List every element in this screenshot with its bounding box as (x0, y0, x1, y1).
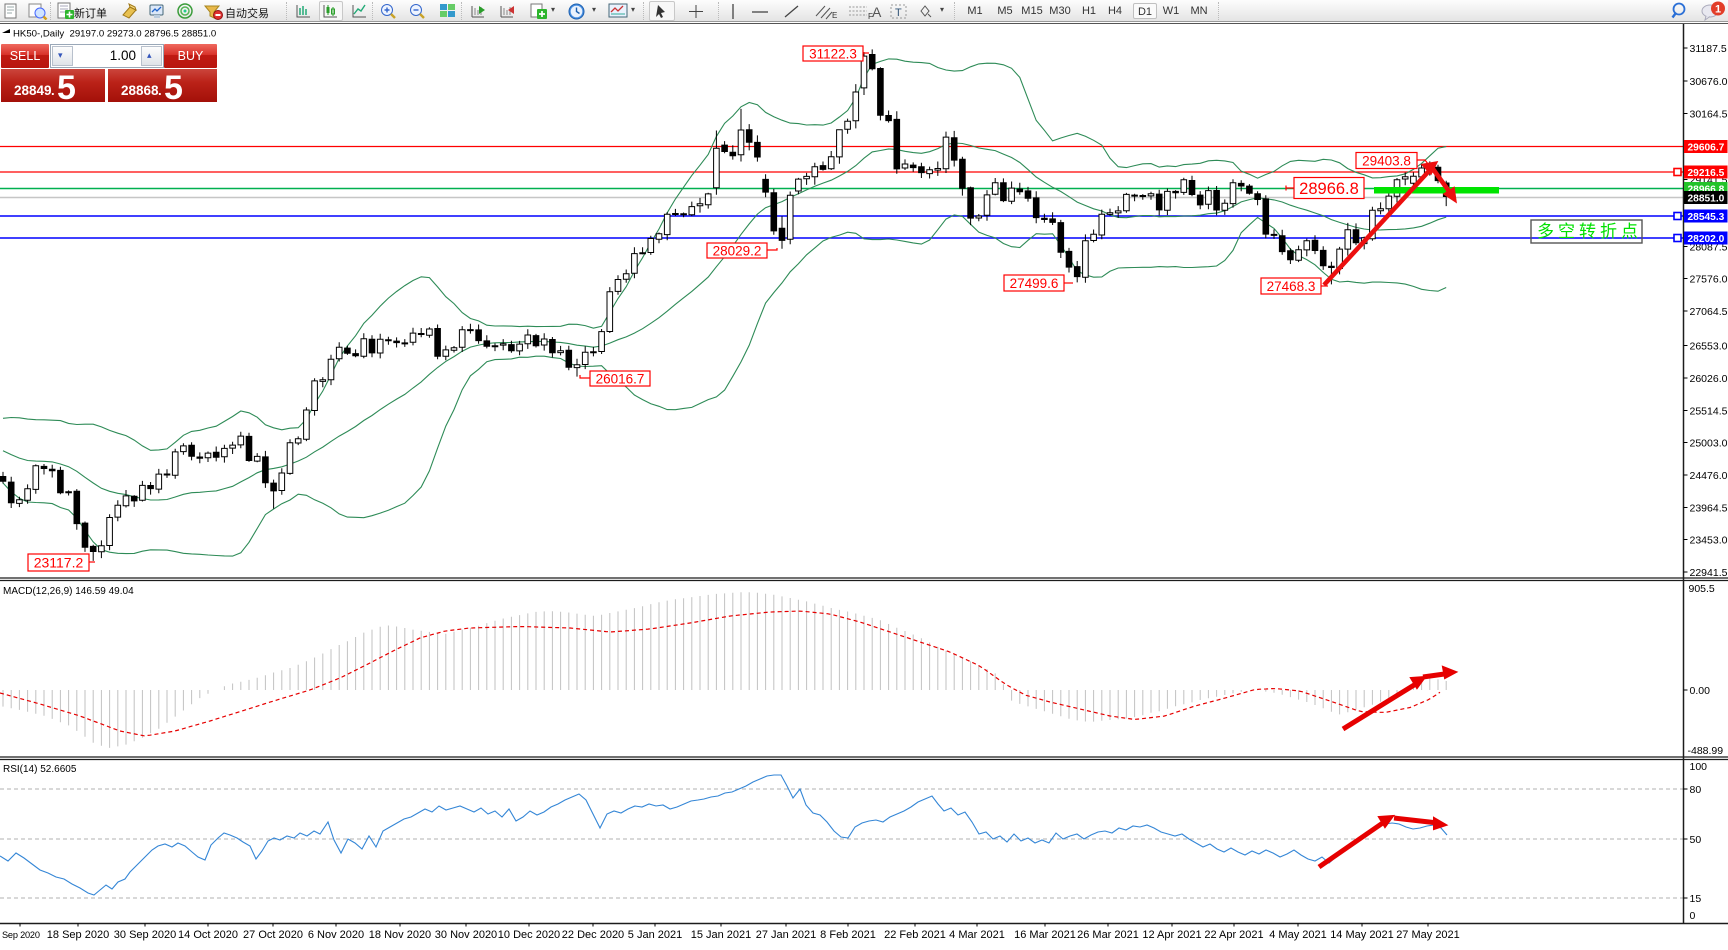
svg-text:4 Mar 2021: 4 Mar 2021 (949, 929, 1005, 941)
svg-text:22941.5: 22941.5 (1690, 567, 1728, 579)
svg-text:E: E (832, 11, 837, 20)
svg-text:A: A (872, 4, 882, 20)
svg-text:0.00: 0.00 (1690, 685, 1711, 697)
svg-text:23453.0: 23453.0 (1690, 535, 1728, 547)
svg-text:27 Oct 2020: 27 Oct 2020 (243, 929, 303, 941)
svg-text:28966.8: 28966.8 (1299, 180, 1359, 198)
svg-text:29216.5: 29216.5 (1688, 168, 1725, 179)
svg-text:1: 1 (1715, 4, 1721, 16)
svg-text:29403.8: 29403.8 (1362, 153, 1411, 168)
svg-text:22 Apr 2021: 22 Apr 2021 (1204, 929, 1263, 941)
svg-text:26 Mar 2021: 26 Mar 2021 (1077, 929, 1139, 941)
svg-text:T: T (895, 7, 902, 19)
svg-text:27 Jan 2021: 27 Jan 2021 (756, 929, 817, 941)
svg-text:26016.7: 26016.7 (596, 371, 645, 386)
svg-text:0: 0 (1690, 910, 1696, 922)
svg-text:14 Oct 2020: 14 Oct 2020 (178, 929, 238, 941)
svg-text:23964.5: 23964.5 (1690, 503, 1728, 515)
svg-text:28029.2: 28029.2 (713, 243, 762, 258)
svg-text:905.5: 905.5 (1689, 583, 1715, 595)
svg-text:-488.99: -488.99 (1688, 745, 1724, 757)
svg-text:12 Apr 2021: 12 Apr 2021 (1142, 929, 1201, 941)
svg-text:28202.0: 28202.0 (1688, 234, 1725, 245)
svg-text:24476.0: 24476.0 (1690, 470, 1728, 482)
svg-text:50: 50 (1690, 834, 1702, 846)
svg-text:8 Feb 2021: 8 Feb 2021 (820, 929, 876, 941)
svg-text:27576.0: 27576.0 (1690, 274, 1728, 286)
svg-text:27468.3: 27468.3 (1267, 279, 1316, 294)
svg-text:RSI(14) 52.6605: RSI(14) 52.6605 (3, 764, 77, 775)
svg-text:23117.2: 23117.2 (34, 555, 84, 571)
svg-text:27499.6: 27499.6 (1010, 276, 1059, 291)
svg-text:26026.0: 26026.0 (1690, 373, 1728, 385)
svg-text:16 Mar 2021: 16 Mar 2021 (1014, 929, 1076, 941)
svg-text:28966.8: 28966.8 (1688, 185, 1725, 196)
svg-text:多空转折点: 多空转折点 (1537, 222, 1642, 241)
svg-text:6 Nov 2020: 6 Nov 2020 (308, 929, 364, 941)
svg-text:30164.5: 30164.5 (1690, 109, 1728, 121)
svg-text:29606.7: 29606.7 (1688, 143, 1725, 154)
svg-text:18 Sep 2020: 18 Sep 2020 (47, 929, 109, 941)
svg-text:100: 100 (1690, 761, 1708, 773)
svg-text:F: F (868, 12, 873, 21)
svg-text:30 Nov 2020: 30 Nov 2020 (435, 929, 497, 941)
svg-text:28545.3: 28545.3 (1688, 212, 1725, 223)
svg-text:25514.5: 25514.5 (1690, 406, 1728, 418)
svg-text:22 Feb 2021: 22 Feb 2021 (884, 929, 946, 941)
svg-text:30 Sep 2020: 30 Sep 2020 (114, 929, 176, 941)
svg-text:15: 15 (1690, 893, 1702, 905)
svg-text:18 Nov 2020: 18 Nov 2020 (369, 929, 431, 941)
svg-text:28851.0: 28851.0 (1688, 194, 1725, 205)
svg-text:30676.0: 30676.0 (1690, 76, 1728, 88)
svg-text:Sep 2020: Sep 2020 (2, 930, 40, 940)
svg-text:14 May 2021: 14 May 2021 (1330, 929, 1394, 941)
svg-text:4 May 2021: 4 May 2021 (1269, 929, 1326, 941)
svg-text:27064.5: 27064.5 (1690, 306, 1728, 318)
svg-text:26553.0: 26553.0 (1690, 341, 1728, 353)
svg-text:15 Jan 2021: 15 Jan 2021 (691, 929, 752, 941)
svg-text:27 May 2021: 27 May 2021 (1396, 929, 1460, 941)
svg-text:31187.5: 31187.5 (1690, 43, 1727, 55)
svg-text:22 Dec 2020: 22 Dec 2020 (562, 929, 624, 941)
svg-text:MACD(12,26,9) 146.59 49.04: MACD(12,26,9) 146.59 49.04 (3, 586, 134, 597)
svg-text:5 Jan 2021: 5 Jan 2021 (628, 929, 682, 941)
svg-text:HK50-,Daily 29197.0 29273.0 2: HK50-,Daily 29197.0 29273.0 28796.5 2885… (13, 29, 216, 40)
svg-text:31122.3: 31122.3 (809, 46, 857, 61)
svg-text:25003.0: 25003.0 (1690, 438, 1728, 450)
svg-text:80: 80 (1690, 784, 1702, 796)
svg-text:10 Dec 2020: 10 Dec 2020 (498, 929, 560, 941)
